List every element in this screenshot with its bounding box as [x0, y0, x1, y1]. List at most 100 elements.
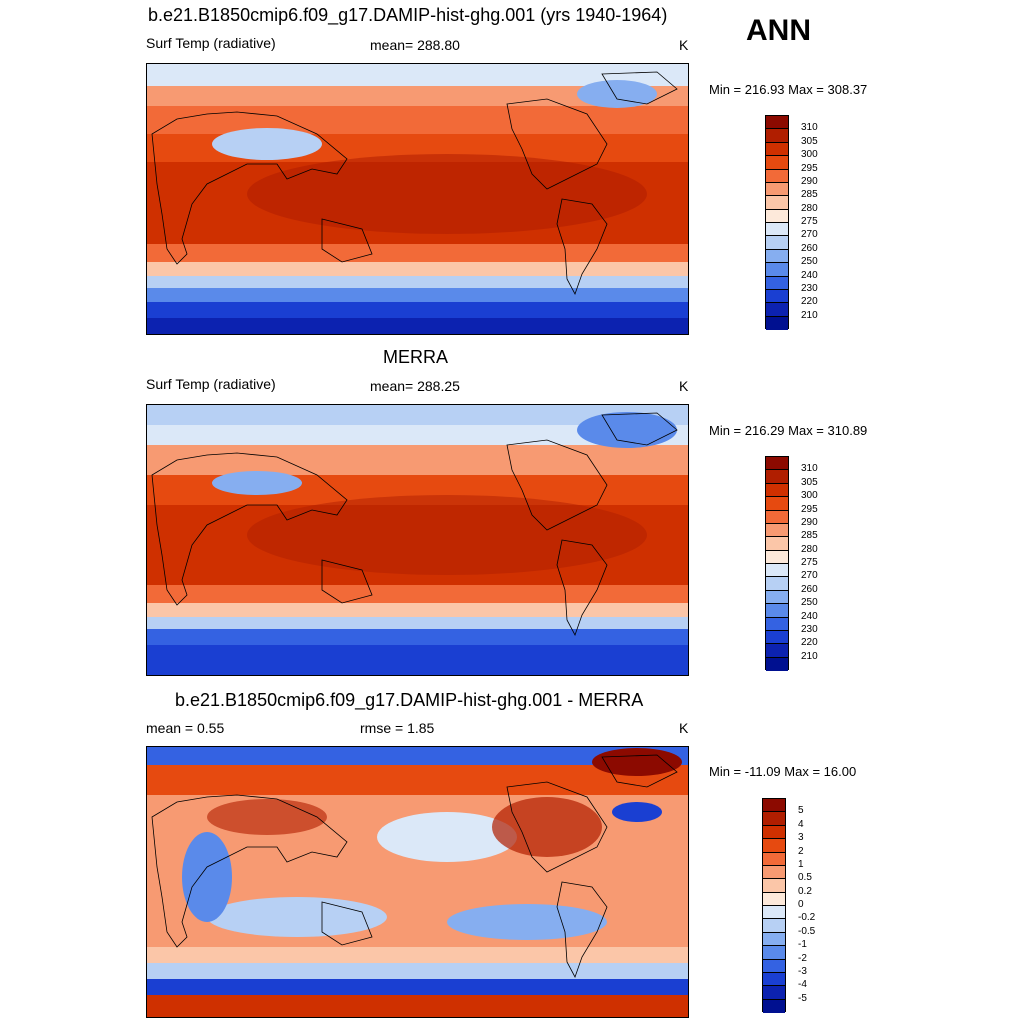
- panel3-map-field: [147, 747, 688, 1017]
- colorbar-tick-label: 300: [801, 490, 818, 502]
- colorbar-tick-label: 310: [801, 122, 818, 134]
- colorbar-swatch: [766, 263, 788, 277]
- colorbar-tick-label: 210: [801, 650, 818, 662]
- panel1-title: b.e21.B1850cmip6.f09_g17.DAMIP-hist-ghg.…: [148, 5, 668, 25]
- colorbar-tick-label: 280: [801, 202, 818, 214]
- colorbar-tick-label: 220: [801, 296, 818, 308]
- panel1-minmax-label: Min = 216.93 Max = 308.37: [709, 82, 868, 97]
- colorbar-swatch: [763, 986, 785, 1000]
- colorbar-swatch: [766, 537, 788, 551]
- colorbar-swatch: [766, 209, 788, 223]
- colorbar-swatch: [766, 182, 788, 197]
- panel1-map-field: [147, 64, 688, 334]
- colorbar-swatch: [766, 510, 788, 524]
- colorbar-tick-label: 275: [801, 216, 818, 227]
- panel3-title: b.e21.B1850cmip6.f09_g17.DAMIP-hist-ghg.…: [175, 690, 644, 710]
- colorbar-swatch: [766, 604, 788, 618]
- colorbar-tick-label: 0: [798, 899, 804, 910]
- colorbar-tick-label: 260: [801, 242, 818, 254]
- panel2-title: MERRA: [383, 347, 449, 367]
- colorbar-tick-label: 290: [801, 175, 818, 187]
- colorbar-tick-label: 220: [801, 637, 818, 649]
- colorbar-swatch: [763, 919, 785, 933]
- colorbar-tick-label: 250: [801, 256, 818, 268]
- colorbar-swatch: [763, 839, 785, 853]
- colorbar-tick-label: 280: [801, 543, 818, 555]
- colorbar-tick-label: 240: [801, 269, 818, 281]
- colorbar-swatch: [763, 932, 785, 947]
- panel2-mean-label: mean= 288.25: [370, 378, 460, 394]
- panel3-rmse-label: rmse = 1.85: [360, 720, 435, 736]
- colorbar-swatch: [766, 223, 788, 237]
- panel3-map: [146, 746, 689, 1018]
- colorbar-swatch: [766, 564, 788, 578]
- colorbar-tick-label: -5: [798, 992, 807, 1004]
- colorbar-tick-label: 240: [801, 610, 818, 622]
- panel2-units-label: K: [679, 378, 689, 394]
- colorbar-tick-label: 0.5: [798, 872, 812, 884]
- colorbar-tick-label: 2: [798, 845, 804, 857]
- panel1-map: [146, 63, 689, 335]
- colorbar-tick-label: 285: [801, 530, 818, 542]
- panel3-minmax-label: Min = -11.09 Max = 16.00: [709, 764, 857, 779]
- colorbar-swatch: [763, 959, 785, 973]
- colorbar-swatch: [766, 523, 788, 538]
- colorbar-tick-label: 250: [801, 597, 818, 609]
- colorbar-tick-label: -0.5: [798, 925, 816, 937]
- colorbar-tick-label: 285: [801, 189, 818, 201]
- colorbar-swatch: [763, 852, 785, 866]
- colorbar-tick-label: -0.2: [798, 912, 816, 924]
- colorbar-tick-label: 5: [798, 805, 804, 817]
- colorbar-tick-label: 1: [798, 858, 804, 870]
- panel1-variable-label: Surf Temp (radiative): [146, 35, 276, 51]
- panel3-mean-label: mean = 0.55: [146, 720, 225, 736]
- colorbar-swatch: [763, 799, 785, 813]
- colorbar-tick-label: 275: [801, 557, 818, 568]
- colorbar-swatch: [766, 316, 788, 330]
- colorbar-swatch: [766, 249, 788, 264]
- colorbar-swatch: [763, 999, 785, 1013]
- colorbar-swatch: [766, 276, 788, 290]
- colorbar-tick-label: 260: [801, 583, 818, 595]
- colorbar-tick-label: 210: [801, 309, 818, 321]
- colorbar-tick-label: 270: [801, 229, 818, 241]
- colorbar-tick-label: 3: [798, 832, 804, 844]
- colorbar-swatch: [766, 236, 788, 250]
- colorbar-tick-label: 295: [801, 503, 818, 515]
- panel2-colorbar-boxes: [765, 456, 789, 671]
- panel2-variable-label: Surf Temp (radiative): [146, 376, 276, 392]
- colorbar-swatch: [766, 657, 788, 671]
- colorbar-tick-label: 230: [801, 623, 818, 635]
- panel3-units-label: K: [679, 720, 689, 736]
- colorbar-swatch: [766, 497, 788, 511]
- colorbar-swatch: [766, 116, 788, 130]
- colorbar-swatch: [766, 617, 788, 631]
- colorbar-swatch: [766, 483, 788, 498]
- colorbar-tick-label: -2: [798, 952, 807, 964]
- colorbar-swatch: [766, 142, 788, 157]
- colorbar-tick-label: 4: [798, 818, 804, 830]
- panel2-map: [146, 404, 689, 676]
- colorbar-swatch: [766, 129, 788, 143]
- panel1-colorbar-boxes: [765, 115, 789, 330]
- colorbar-swatch: [766, 303, 788, 317]
- colorbar-swatch: [763, 892, 785, 906]
- colorbar-swatch: [763, 812, 785, 826]
- colorbar-tick-label: -4: [798, 979, 807, 991]
- colorbar-tick-label: 305: [801, 476, 818, 488]
- colorbar-swatch: [763, 946, 785, 960]
- panel2-map-field: [147, 405, 688, 675]
- colorbar-swatch: [766, 630, 788, 645]
- colorbar-swatch: [763, 825, 785, 840]
- colorbar-tick-label: 270: [801, 570, 818, 582]
- panel1-mean-label: mean= 288.80: [370, 37, 460, 53]
- colorbar-swatch: [763, 865, 785, 880]
- colorbar-swatch: [763, 906, 785, 920]
- colorbar-swatch: [766, 577, 788, 591]
- colorbar-swatch: [763, 972, 785, 987]
- colorbar-swatch: [766, 289, 788, 304]
- colorbar-swatch: [766, 644, 788, 658]
- panel1-units-label: K: [679, 37, 689, 53]
- colorbar-tick-label: 0.2: [798, 885, 812, 897]
- season-label: ANN: [746, 14, 811, 47]
